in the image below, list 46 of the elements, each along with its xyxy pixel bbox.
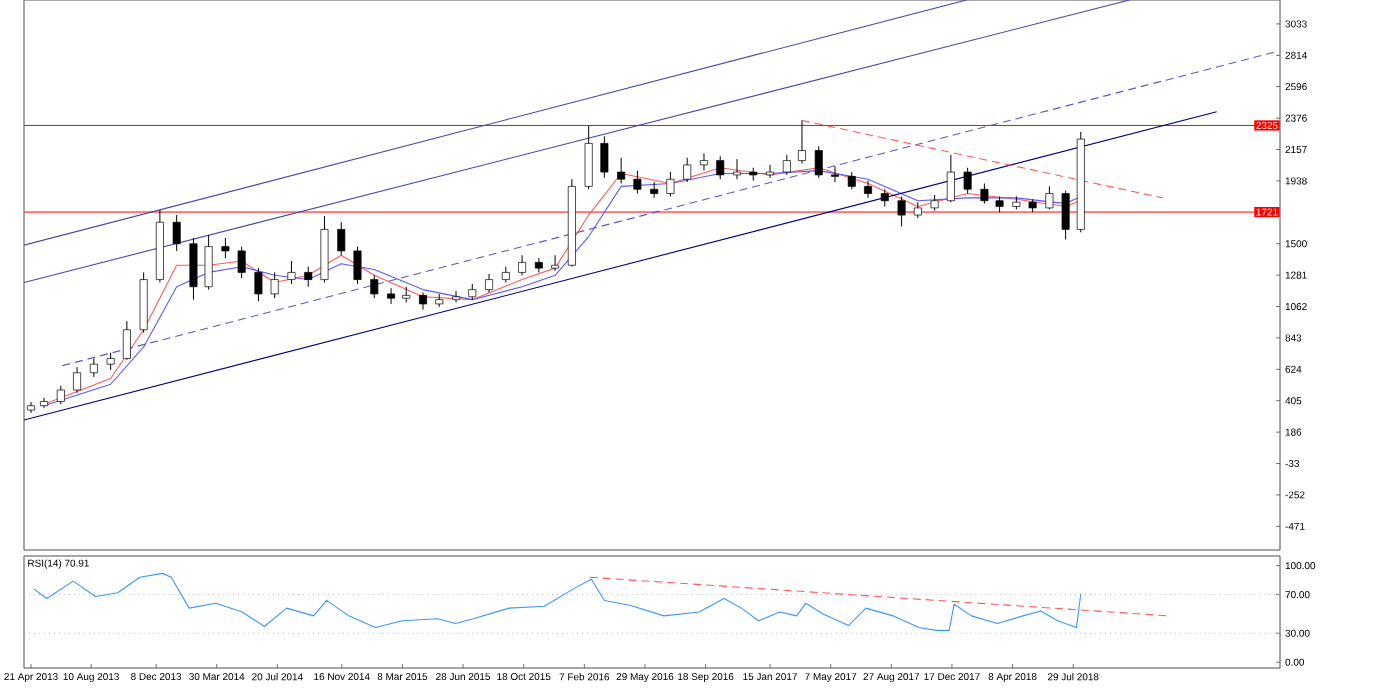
candlestick	[40, 397, 49, 409]
candlestick	[600, 135, 609, 179]
candlestick	[73, 366, 82, 394]
candlestick	[699, 152, 708, 172]
candlestick	[370, 274, 379, 299]
candlestick	[716, 155, 725, 180]
candlestick	[172, 214, 181, 252]
candlestick	[287, 260, 296, 285]
candlestick	[221, 237, 230, 259]
candlestick	[733, 158, 741, 180]
candlestick	[666, 171, 675, 197]
candlestick	[814, 145, 823, 179]
candlestick	[452, 290, 461, 304]
candlestick	[683, 157, 692, 183]
candlestick	[633, 170, 642, 195]
candlestick	[518, 254, 527, 276]
candlestick	[387, 287, 396, 305]
candlestick	[89, 357, 98, 378]
candlestick	[485, 273, 494, 293]
candlestick	[270, 271, 279, 299]
line-series	[33, 572, 1082, 631]
candlestick	[1061, 190, 1070, 240]
candlestick	[864, 180, 873, 199]
candlestick	[353, 246, 362, 285]
candlestick	[304, 266, 313, 288]
candlestick	[797, 119, 806, 164]
candlestick	[551, 254, 560, 272]
candlestick	[122, 320, 131, 361]
candlestick	[534, 257, 543, 273]
candlestick	[963, 167, 972, 195]
candlestick	[584, 125, 593, 190]
candlestick	[56, 385, 65, 405]
candlestick	[337, 221, 346, 256]
candlestick	[27, 401, 36, 414]
candlestick	[237, 246, 246, 279]
candlestick	[189, 237, 198, 301]
candlestick	[617, 157, 626, 185]
candlestick	[419, 291, 427, 311]
candlestick	[831, 165, 839, 183]
candlestick	[980, 183, 989, 205]
candlestick	[946, 154, 955, 203]
candlestick	[897, 195, 906, 228]
candlestick	[782, 154, 791, 176]
candlestick	[766, 164, 775, 179]
candlestick	[204, 234, 213, 291]
candlestick	[254, 267, 263, 302]
